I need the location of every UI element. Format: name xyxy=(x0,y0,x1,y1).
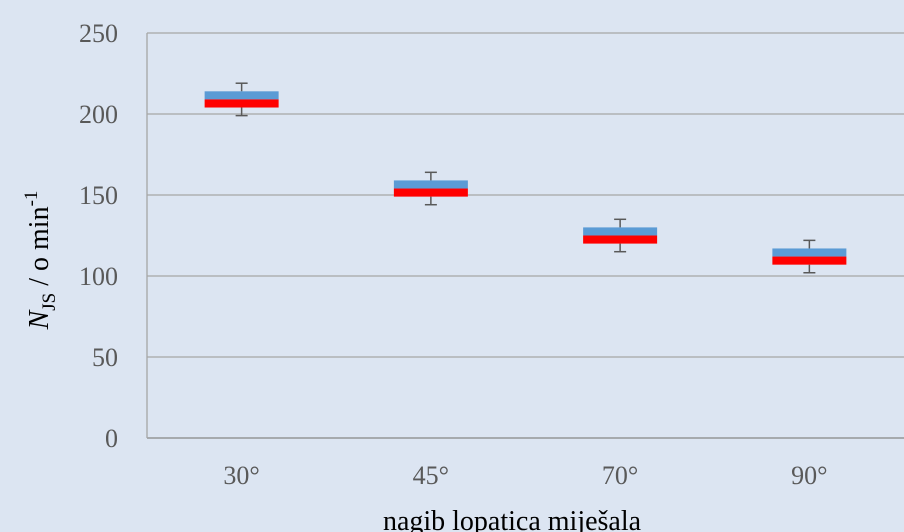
box-lower-half xyxy=(204,99,279,108)
box-2 xyxy=(583,218,658,253)
x-tick-label: 90° xyxy=(791,461,827,490)
y-axis-ticks: 0 50 100 150 200 250 xyxy=(79,19,118,453)
y-axis-superscript: -1 xyxy=(21,191,42,207)
x-axis-title: nagib lopatica miješala xyxy=(383,506,642,532)
box-upper-half xyxy=(393,180,468,189)
box-0 xyxy=(204,82,279,117)
y-tick-label: 250 xyxy=(79,19,118,48)
x-tick-label: 70° xyxy=(602,461,638,490)
box-lower-half xyxy=(583,235,658,244)
x-tick-label: 45° xyxy=(413,461,449,490)
box-upper-half xyxy=(583,227,658,236)
y-tick-label: 200 xyxy=(79,100,118,129)
y-tick-label: 0 xyxy=(105,424,118,453)
x-tick-label: 30° xyxy=(223,461,259,490)
box-3 xyxy=(772,239,847,274)
gridlines xyxy=(146,32,904,439)
box-lower-half xyxy=(772,256,847,265)
y-axis-subscript: JS xyxy=(39,293,60,311)
box-upper-half xyxy=(204,91,279,100)
boxes xyxy=(204,82,847,274)
y-axis-symbol: N xyxy=(24,309,55,330)
box-upper-half xyxy=(772,248,847,257)
y-tick-label: 100 xyxy=(79,262,118,291)
box-lower-half xyxy=(393,188,468,197)
y-axis-title: NJS / o min-1 xyxy=(21,191,60,331)
y-axis-unit: / o min xyxy=(24,206,55,292)
y-tick-label: 50 xyxy=(92,343,118,372)
y-tick-label: 150 xyxy=(79,181,118,210)
box-1 xyxy=(393,171,468,206)
x-axis-categories: 30° 45° 70° 90° xyxy=(223,461,827,490)
